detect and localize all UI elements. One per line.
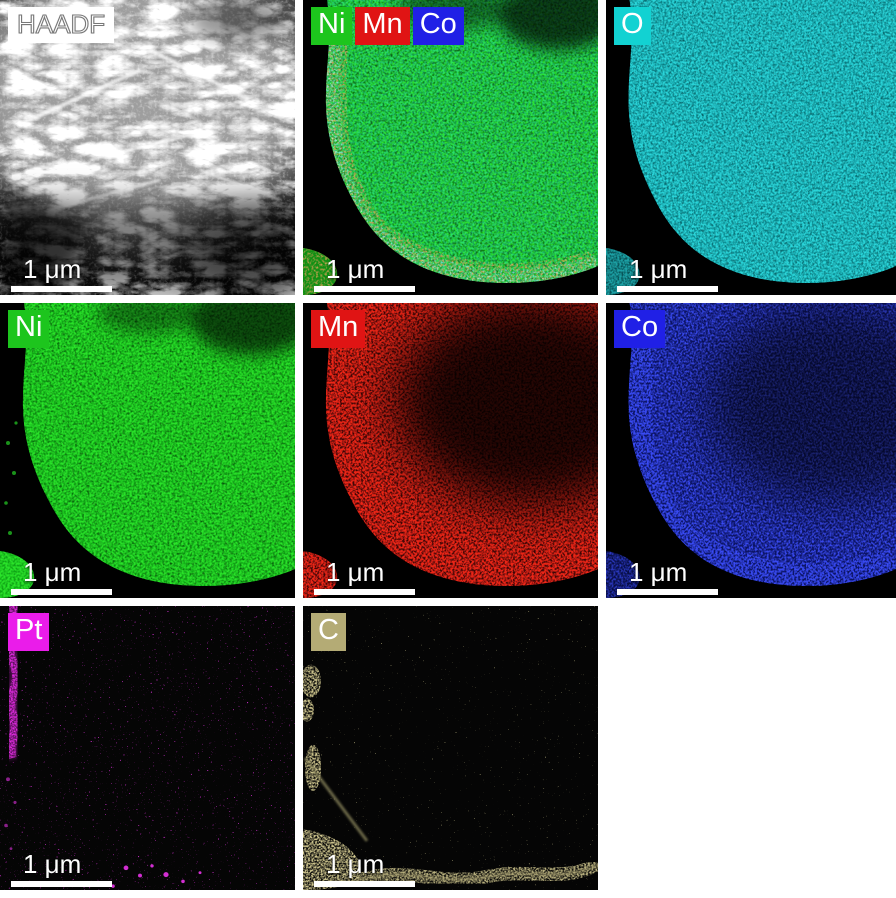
panel-ni: Ni 1 μm — [0, 303, 295, 598]
label-chip-pt: Pt — [8, 613, 50, 651]
scale-bar: 1 μm — [314, 256, 415, 292]
scale-bar-label: 1 μm — [23, 849, 82, 879]
scale-bar-label: 1 μm — [326, 849, 385, 879]
panel-label-group: HAADF — [8, 7, 115, 43]
pt-map-image — [0, 606, 295, 890]
scale-bar-line — [11, 286, 112, 292]
panel-label-group: Pt — [8, 613, 50, 651]
scale-bar-label: 1 μm — [629, 557, 688, 587]
scale-bar: 1 μm — [11, 559, 112, 595]
scale-bar-line — [11, 589, 112, 595]
c-rich-clumps — [303, 664, 598, 890]
label-chip-o: O — [614, 7, 651, 45]
haadf-micrograph — [0, 0, 295, 295]
panel-label-group: Mn — [311, 310, 366, 348]
label-chip-mn: Mn — [311, 310, 366, 348]
label-chip-ni: Ni — [311, 7, 353, 45]
mn-map-image — [303, 303, 598, 598]
label-chip-ni: Ni — [8, 310, 50, 348]
scale-bar-label: 1 μm — [23, 254, 82, 284]
pt-left-dots — [4, 777, 17, 850]
scale-bar: 1 μm — [11, 851, 112, 887]
panel-ni-mn-co: Ni Mn Co 1 μm — [303, 0, 598, 295]
label-chip-mn: Mn — [355, 7, 410, 45]
scale-bar-line — [314, 881, 415, 887]
ni-stray-dots — [4, 421, 18, 535]
scale-bar-label: 1 μm — [326, 254, 385, 284]
scale-bar: 1 μm — [314, 851, 415, 887]
panel-empty — [606, 606, 896, 890]
panel-o: O 1 μm — [606, 0, 896, 295]
scale-bar: 1 μm — [314, 559, 415, 595]
panel-label-group: Ni Mn Co — [311, 7, 464, 45]
panel-co: Co 1 μm — [606, 303, 896, 598]
panel-label-group: O — [614, 7, 651, 45]
panel-c: C 1 μm — [303, 606, 598, 890]
panel-label-group: Ni — [8, 310, 50, 348]
panel-pt: Pt 1 μm — [0, 606, 295, 890]
scale-bar-line — [617, 589, 718, 595]
scale-bar-line — [314, 589, 415, 595]
panel-label-group: C — [311, 613, 346, 651]
label-chip-haadf: HAADF — [8, 7, 115, 43]
o-map-image — [606, 0, 896, 295]
ni-map-image — [0, 303, 295, 598]
panel-haadf: HAADF 1 μm — [0, 0, 295, 295]
c-map-image — [303, 606, 598, 890]
label-chip-co: Co — [412, 7, 464, 45]
scale-bar: 1 μm — [11, 256, 112, 292]
panel-label-group: Co — [614, 310, 666, 348]
scale-bar-label: 1 μm — [326, 557, 385, 587]
label-chip-co: Co — [614, 310, 666, 348]
ni-mn-co-map-image — [303, 0, 598, 295]
panel-mn: Mn 1 μm — [303, 303, 598, 598]
scale-bar-label: 1 μm — [23, 557, 82, 587]
label-chip-c: C — [311, 613, 346, 651]
scale-bar-label: 1 μm — [629, 254, 688, 284]
scale-bar-line — [314, 286, 415, 292]
scale-bar-line — [617, 286, 718, 292]
scale-bar-line — [11, 881, 112, 887]
scale-bar: 1 μm — [617, 559, 718, 595]
scale-bar: 1 μm — [617, 256, 718, 292]
co-map-image — [606, 303, 896, 598]
